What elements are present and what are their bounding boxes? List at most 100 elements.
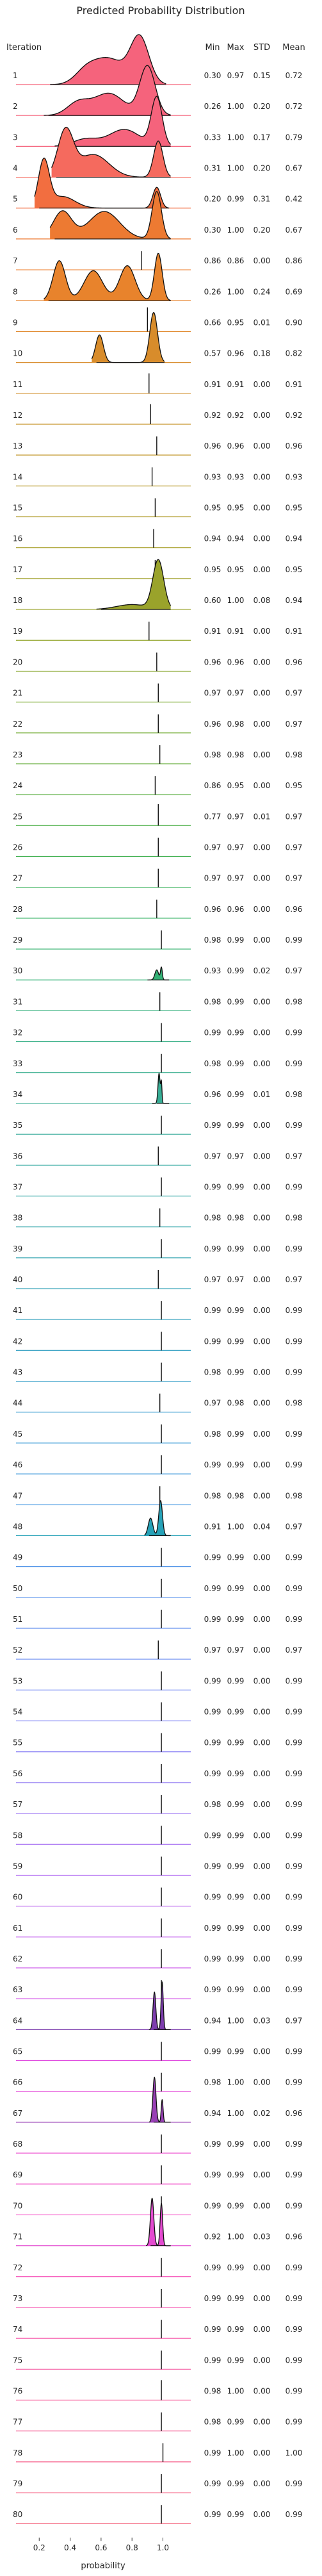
stat-min: 0.91 — [204, 380, 221, 389]
stat-header-mean: Mean — [282, 43, 305, 53]
stat-mean: 0.99 — [286, 2047, 303, 2056]
ridge-row: 31 0.98 0.99 0.00 0.98 — [13, 992, 302, 1012]
iteration-label: 11 — [13, 380, 22, 389]
stat-std: 0.00 — [254, 2201, 271, 2210]
stat-min: 0.97 — [204, 1646, 221, 1655]
ridge-row: 70 0.99 0.99 0.00 0.99 — [13, 2196, 302, 2216]
stat-mean: 0.97 — [286, 1646, 303, 1655]
iteration-label: 5 — [13, 195, 18, 204]
x-tick-label: 0.8 — [126, 2543, 138, 2552]
ridge-row: 10 0.57 0.96 0.18 0.82 — [13, 311, 303, 363]
stat-min: 0.94 — [204, 534, 221, 543]
stat-max: 0.86 — [227, 256, 245, 265]
ridge-row: 72 0.99 0.99 0.00 0.99 — [13, 2258, 302, 2277]
stat-max: 1.00 — [227, 1522, 245, 1531]
stat-std: 0.00 — [254, 997, 271, 1006]
stat-max: 0.99 — [227, 1584, 245, 1593]
density-area — [44, 65, 171, 116]
density-area — [149, 1982, 171, 2030]
stat-mean: 0.99 — [286, 1924, 303, 1933]
stat-min: 0.99 — [204, 1182, 221, 1191]
stat-std: 0.00 — [254, 1275, 271, 1284]
iteration-label: 6 — [13, 226, 18, 235]
stat-min: 0.86 — [204, 781, 221, 790]
stat-mean: 0.99 — [286, 1460, 303, 1469]
iteration-label: 43 — [13, 1368, 22, 1377]
stat-mean: 0.99 — [286, 2170, 303, 2179]
stat-std: 0.00 — [254, 1893, 271, 1902]
ridge-row: 38 0.98 0.98 0.00 0.98 — [13, 1208, 302, 1228]
stat-max: 1.00 — [227, 226, 245, 235]
stat-mean: 0.99 — [286, 1769, 303, 1778]
stat-std: 0.00 — [254, 1430, 271, 1439]
stat-mean: 0.99 — [286, 2078, 303, 2087]
iteration-label: 59 — [13, 1862, 22, 1870]
stat-max: 1.00 — [227, 287, 245, 296]
density-outline — [50, 34, 166, 85]
density-outline — [44, 65, 171, 116]
stat-max: 1.00 — [227, 2387, 245, 2396]
stat-std: 0.00 — [254, 1306, 271, 1315]
iteration-label: 21 — [13, 689, 22, 698]
stat-std: 0.00 — [254, 2140, 271, 2149]
stat-max: 0.99 — [227, 2294, 245, 2303]
x-tick-label: 0.4 — [64, 2543, 76, 2552]
stat-min: 0.60 — [204, 596, 221, 605]
stat-max: 0.99 — [227, 1460, 245, 1469]
stat-std: 0.24 — [254, 287, 271, 296]
stat-mean: 0.97 — [286, 1152, 303, 1160]
stat-mean: 0.82 — [286, 349, 303, 358]
stat-min: 0.99 — [204, 1337, 221, 1346]
stat-max: 0.99 — [227, 2418, 245, 2427]
iteration-label: 45 — [13, 1430, 22, 1439]
stat-mean: 0.96 — [286, 2109, 303, 2118]
stat-mean: 0.86 — [286, 256, 303, 265]
stat-max: 0.99 — [227, 1924, 245, 1933]
stat-mean: 0.99 — [286, 1615, 303, 1624]
iteration-label: 64 — [13, 2016, 22, 2025]
stat-std: 0.00 — [254, 1337, 271, 1346]
iteration-label: 13 — [13, 442, 22, 450]
ridge-row: 71 0.92 1.00 0.03 0.96 — [13, 2197, 302, 2247]
stat-max: 0.99 — [227, 1708, 245, 1717]
stat-max: 0.99 — [227, 936, 245, 945]
stat-mean: 0.99 — [286, 1738, 303, 1747]
stat-std: 0.00 — [254, 750, 271, 759]
stat-min: 0.92 — [204, 2233, 221, 2242]
iteration-label: 40 — [13, 1275, 22, 1284]
stat-min: 0.99 — [204, 1893, 221, 1902]
stat-max: 0.95 — [227, 781, 245, 790]
stat-min: 0.99 — [204, 1985, 221, 1994]
stat-min: 0.99 — [204, 2356, 221, 2365]
ridge-row: 25 0.77 0.97 0.01 0.97 — [13, 804, 302, 826]
x-tick-label: 0.2 — [33, 2543, 45, 2552]
stat-std: 0.00 — [254, 2479, 271, 2488]
stat-std: 0.00 — [254, 2418, 271, 2427]
stat-std: 0.00 — [254, 627, 271, 636]
ridge-row: 51 0.99 0.99 0.00 0.99 — [13, 1610, 303, 1629]
stat-max: 0.99 — [227, 2479, 245, 2488]
ridge-row: 62 0.99 0.99 0.00 0.99 — [13, 1949, 302, 1969]
ridge-row: 67 0.94 1.00 0.02 0.96 — [13, 2076, 303, 2123]
stat-mean: 0.99 — [286, 1059, 303, 1068]
ridge-row: 75 0.99 0.99 0.00 0.99 — [13, 2350, 302, 2370]
stat-max: 0.95 — [227, 504, 245, 513]
stat-mean: 0.99 — [286, 1553, 303, 1562]
ridge-row: 63 0.99 0.99 0.00 0.99 — [13, 1980, 302, 1999]
ridge-row: 32 0.99 0.99 0.00 0.99 — [13, 1023, 302, 1043]
stat-std: 0.00 — [254, 1028, 271, 1037]
ridge-row: 61 0.99 0.99 0.00 0.99 — [13, 1918, 303, 1938]
stat-max: 0.91 — [227, 380, 245, 389]
stat-std: 0.00 — [254, 720, 271, 729]
iteration-label: 9 — [13, 318, 18, 327]
iteration-label: 42 — [13, 1337, 22, 1346]
ridge-row: 7 0.86 0.86 0.00 0.86 — [13, 251, 302, 270]
ridge-row: 20 0.96 0.96 0.00 0.96 — [13, 652, 302, 672]
stat-std: 0.00 — [254, 2078, 271, 2087]
stat-max: 0.97 — [227, 1646, 245, 1655]
stat-mean: 0.99 — [286, 2294, 303, 2303]
ridge-row: 73 0.99 0.99 0.00 0.99 — [13, 2288, 303, 2308]
ridge-row: 49 0.99 0.99 0.00 0.99 — [13, 1548, 302, 1567]
stat-mean: 0.97 — [286, 1275, 303, 1284]
stat-min: 0.99 — [204, 1306, 221, 1315]
